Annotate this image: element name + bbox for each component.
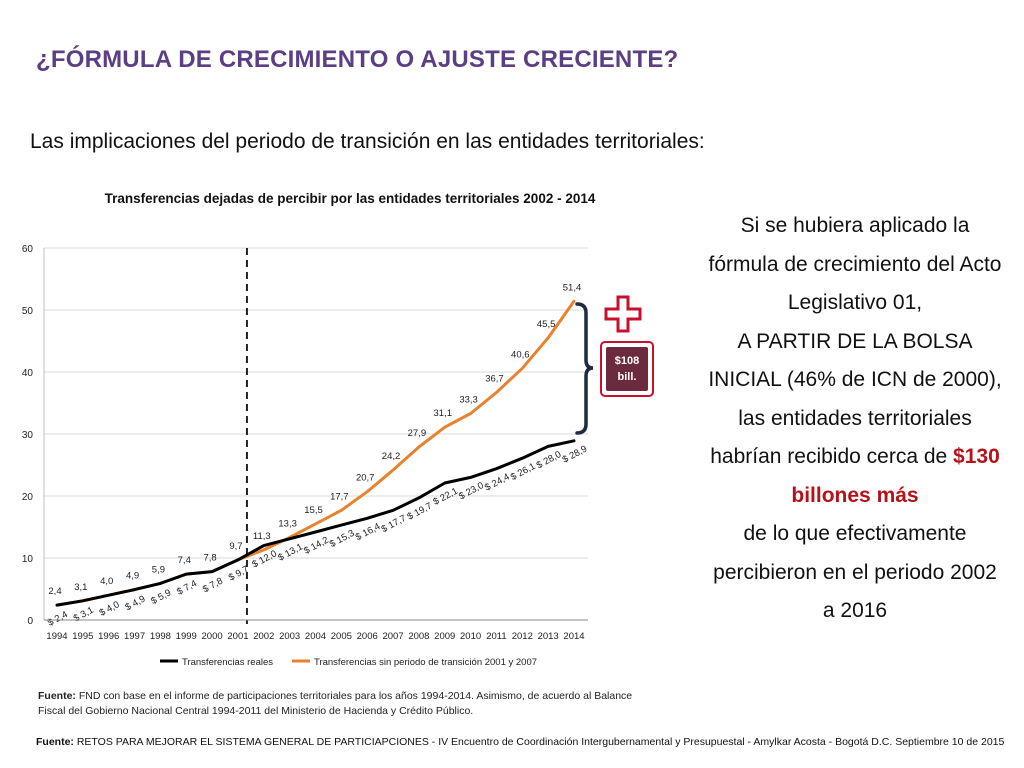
data-label-sin-periodo: 40,6 <box>511 349 530 360</box>
data-label-sin-periodo: 11,3 <box>253 531 271 542</box>
data-label-reales: $ 26,1 <box>509 461 537 483</box>
source-text: FND con base en el informe de participac… <box>38 690 633 717</box>
data-label-sin-periodo: 7,8 <box>203 553 216 564</box>
chart-data-labels: 2,4 3,1 4,0 4,9 5,9 7,4 7,8 9,7 11,3 13,3 15,5 17,7… <box>46 282 589 628</box>
x-tick-label: 2002 <box>253 631 274 642</box>
difference-brace <box>575 302 594 435</box>
chart-grid <box>44 247 588 621</box>
data-label-sin-periodo: 15,5 <box>304 505 323 516</box>
x-tick-label: 2000 <box>202 631 223 642</box>
data-label-reales: $ 4,0 <box>98 599 122 619</box>
data-label-reales: $ 28,9 <box>561 444 589 466</box>
slide-source-note: Fuente: RETOS PARA MEJORAR EL SISTEMA GE… <box>36 736 1006 748</box>
side-explanation: Si se hubiera aplicado la fórmula de cre… <box>706 207 1004 631</box>
slide-subtitle: Las implicaciones del periodo de transic… <box>30 130 705 153</box>
chart-legend: Transferencias reales Transferencias sin … <box>160 657 537 668</box>
y-tick-label: 0 <box>27 616 33 627</box>
x-tick-label: 2005 <box>331 631 352 642</box>
side-text-part2: A PARTIR DE LA BOLSA INICIAL (46% de ICN… <box>708 329 1002 469</box>
data-label-sin-periodo: 4,0 <box>100 576 113 587</box>
side-text-part3: de lo que efectivamente percibieron en e… <box>713 522 997 622</box>
x-tick-label: 1999 <box>176 631 197 642</box>
x-tick-label: 1997 <box>124 631 145 642</box>
x-tick-label: 2008 <box>408 631 429 642</box>
data-label-sin-periodo: 5,9 <box>152 564 165 575</box>
x-tick-label: 1994 <box>46 631 67 642</box>
data-label-sin-periodo: 51,4 <box>563 282 582 293</box>
callout-unit: bill. <box>618 371 637 383</box>
data-label-reales: $ 28,0 <box>535 449 563 471</box>
y-tick-label: 40 <box>22 368 34 379</box>
source-text-2: RETOS PARA MEJORAR EL SISTEMA GENERAL DE… <box>76 736 1005 748</box>
y-tick-label: 30 <box>22 430 34 441</box>
data-label-reales: $ 16,4 <box>354 521 382 543</box>
chart-title: Transferencias dejadas de percibir por l… <box>105 191 596 206</box>
x-tick-label: 2006 <box>357 631 378 642</box>
data-label-sin-periodo: 7,4 <box>178 555 191 566</box>
source-label-2: Fuente: <box>36 736 74 748</box>
series-line-reales <box>55 439 576 607</box>
side-text-part1: Si se hubiera aplicado la fórmula de cre… <box>708 214 1002 314</box>
data-label-sin-periodo: 2,4 <box>48 586 61 597</box>
x-tick-label: 2010 <box>460 631 481 642</box>
data-label-reales: $ 14,2 <box>302 535 330 557</box>
series-line-sin-periodo <box>55 299 576 607</box>
x-tick-label: 2003 <box>279 631 300 642</box>
data-label-reales: $ 17,7 <box>380 513 408 535</box>
data-label-sin-periodo: 45,5 <box>537 319 556 330</box>
x-tick-label: 2004 <box>305 631 326 642</box>
chart-axes: 0 10 20 30 40 50 60 1994 1995 1996 1997 1998 1999 200… <box>22 244 588 642</box>
plus-icon <box>604 295 642 333</box>
data-label-sin-periodo: 36,7 <box>485 373 504 384</box>
x-tick-label: 2014 <box>563 631 584 642</box>
data-label-reales: $ 7,4 <box>175 578 199 598</box>
y-tick-label: 10 <box>22 554 34 565</box>
data-label-reales: $ 7,8 <box>201 576 225 596</box>
x-tick-label: 2012 <box>512 631 533 642</box>
y-tick-label: 50 <box>22 306 34 317</box>
data-label-sin-periodo: 24,2 <box>382 451 401 462</box>
data-label-sin-periodo: 3,1 <box>74 582 87 593</box>
data-label-sin-periodo: 17,7 <box>330 491 349 502</box>
source-label: Fuente: <box>38 690 76 702</box>
y-tick-label: 20 <box>22 492 34 503</box>
x-tick-label: 2009 <box>434 631 455 642</box>
chart-series <box>55 299 576 607</box>
slide-title: ¿FÓRMULA DE CRECIMIENTO O AJUSTE CRECIEN… <box>36 46 679 73</box>
data-label-sin-periodo: 13,3 <box>278 519 297 530</box>
data-label-sin-periodo: 20,7 <box>356 473 375 484</box>
data-label-reales: $ 15,3 <box>328 528 356 550</box>
data-label-reales: $ 13,1 <box>276 542 304 564</box>
y-tick-label: 60 <box>22 244 34 255</box>
chart-source-note: Fuente: FND con base en el informe de pa… <box>38 689 648 719</box>
x-tick-label: 2011 <box>486 631 506 642</box>
legend-label: Transferencias sin periodo de transición… <box>314 657 537 668</box>
data-label-reales: $ 5,9 <box>149 587 173 607</box>
x-tick-label: 1995 <box>72 631 93 642</box>
x-tick-label: 1998 <box>150 631 171 642</box>
data-label-sin-periodo: 27,9 <box>408 428 427 439</box>
data-label-sin-periodo: 4,9 <box>126 571 139 582</box>
data-label-sin-periodo: 9,7 <box>229 541 242 552</box>
x-tick-label: 2001 <box>227 631 248 642</box>
data-label-reales: $ 3,1 <box>72 605 96 625</box>
x-tick-label: 2007 <box>382 631 403 642</box>
data-label-reales: $ 23,0 <box>457 480 485 502</box>
side-text-highlight: $130 billones más <box>791 445 1000 507</box>
x-tick-label: 1996 <box>98 631 119 642</box>
data-label-sin-periodo: 31,1 <box>434 408 453 419</box>
callout-amount: $108 <box>615 355 639 367</box>
data-label-reales: $ 24,4 <box>483 471 511 493</box>
x-tick-label: 2013 <box>538 631 559 642</box>
data-label-sin-periodo: 33,3 <box>459 395 478 406</box>
data-label-reales: $ 2,4 <box>46 609 70 629</box>
data-label-reales: $ 4,9 <box>123 594 147 614</box>
legend-label: Transferencias reales <box>182 657 273 668</box>
